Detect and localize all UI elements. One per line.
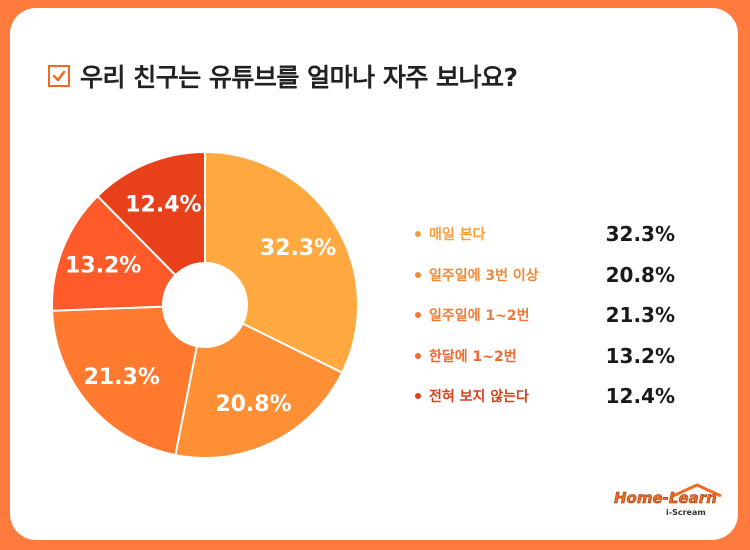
legend-item: 한달에 1~2번 13.2% — [415, 336, 675, 377]
pie-slice — [204, 150, 359, 375]
legend-value: 21.3% — [605, 303, 675, 328]
donut-chart: 32.3% 20.8% 21.3% 13.2% 12.4% — [51, 150, 359, 459]
legend-dot-icon — [415, 271, 421, 278]
legend-label: 일주일에 3번 이상 — [429, 267, 539, 284]
logo-sub: i-Scream — [666, 508, 706, 517]
legend-dot-icon — [415, 393, 421, 400]
legend-label: 일주일에 1~2번 — [429, 308, 530, 325]
title-row: 우리 친구는 유튜브를 얼마나 자주 보나요? — [48, 58, 518, 94]
pie-slice — [174, 322, 344, 459]
chart-legend: 매일 본다 32.3% 일주일에 3번 이상 20.8% 일주일에 1~2번 21.3% 한… — [415, 214, 675, 417]
legend-value: 20.8% — [605, 262, 675, 287]
legend-item: 일주일에 1~2번 21.3% — [415, 295, 675, 336]
checkbox-icon — [48, 65, 70, 87]
legend-label: 한달에 1~2번 — [429, 348, 517, 365]
slice-value-label: 32.3% — [260, 236, 336, 261]
legend-value: 12.4% — [605, 384, 675, 409]
legend-value: 32.3% — [605, 222, 675, 247]
legend-item: 일주일에 3번 이상 20.8% — [415, 255, 675, 296]
pie-slice — [51, 194, 177, 312]
legend-value: 13.2% — [605, 343, 675, 368]
legend-label: 전혀 보지 않는다 — [429, 389, 529, 406]
legend-item: 전혀 보지 않는다 12.4% — [415, 376, 675, 417]
slice-value-label: 12.4% — [125, 193, 201, 218]
logo-brand: Home-Learn — [614, 489, 717, 508]
slice-value-label: 13.2% — [65, 254, 141, 279]
slice-value-label: 21.3% — [84, 365, 160, 390]
slice-value-label: 20.8% — [215, 392, 291, 417]
legend-dot-icon — [415, 231, 421, 238]
pie-slice — [96, 150, 206, 277]
legend-dot-icon — [415, 312, 421, 319]
home-learn-logo: Home-Learn i-Scream — [614, 483, 724, 525]
pie-slice — [51, 305, 199, 457]
legend-dot-icon — [415, 352, 421, 359]
page-title: 우리 친구는 유튜브를 얼마나 자주 보나요? — [80, 63, 518, 92]
legend-item: 매일 본다 32.3% — [415, 214, 675, 255]
house-roof-icon — [672, 483, 722, 497]
legend-label: 매일 본다 — [429, 227, 486, 244]
